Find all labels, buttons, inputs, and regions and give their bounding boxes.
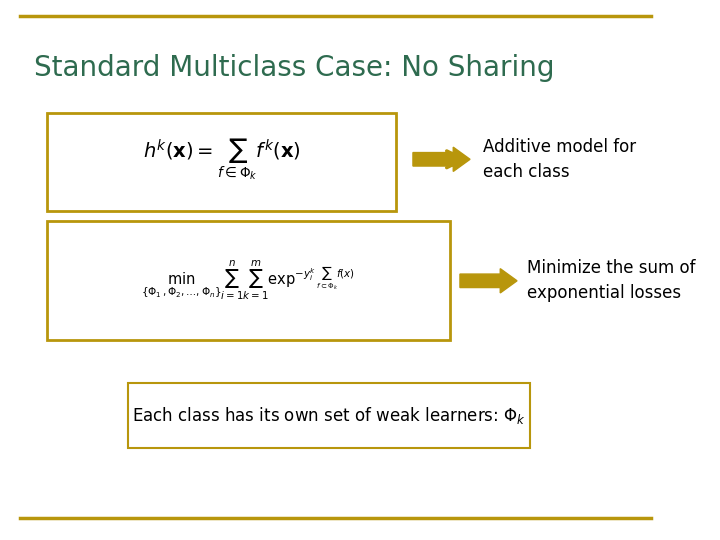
Text: Minimize the sum of
exponential losses: Minimize the sum of exponential losses bbox=[527, 259, 696, 302]
FancyBboxPatch shape bbox=[47, 113, 396, 211]
Text: Standard Multiclass Case: No Sharing: Standard Multiclass Case: No Sharing bbox=[34, 54, 554, 82]
FancyBboxPatch shape bbox=[47, 221, 450, 340]
Text: Each class has its own set of weak learners: $\Phi_k$: Each class has its own set of weak learn… bbox=[132, 406, 526, 426]
Text: $\min_{\{\Phi_1, \Phi_2, \ldots, \Phi_n\}} \sum_{i=1}^{n} \sum_{k=1}^{m} \exp^{-: $\min_{\{\Phi_1, \Phi_2, \ldots, \Phi_n\… bbox=[141, 259, 356, 302]
FancyBboxPatch shape bbox=[127, 383, 531, 448]
Text: Additive model for
each class: Additive model for each class bbox=[483, 138, 636, 181]
Text: $h^k(\mathbf{x}) = \sum_{f \in \Phi_k} f^k(\mathbf{x})$: $h^k(\mathbf{x}) = \sum_{f \in \Phi_k} f… bbox=[143, 137, 300, 182]
FancyArrow shape bbox=[460, 269, 517, 293]
FancyArrow shape bbox=[413, 147, 470, 172]
